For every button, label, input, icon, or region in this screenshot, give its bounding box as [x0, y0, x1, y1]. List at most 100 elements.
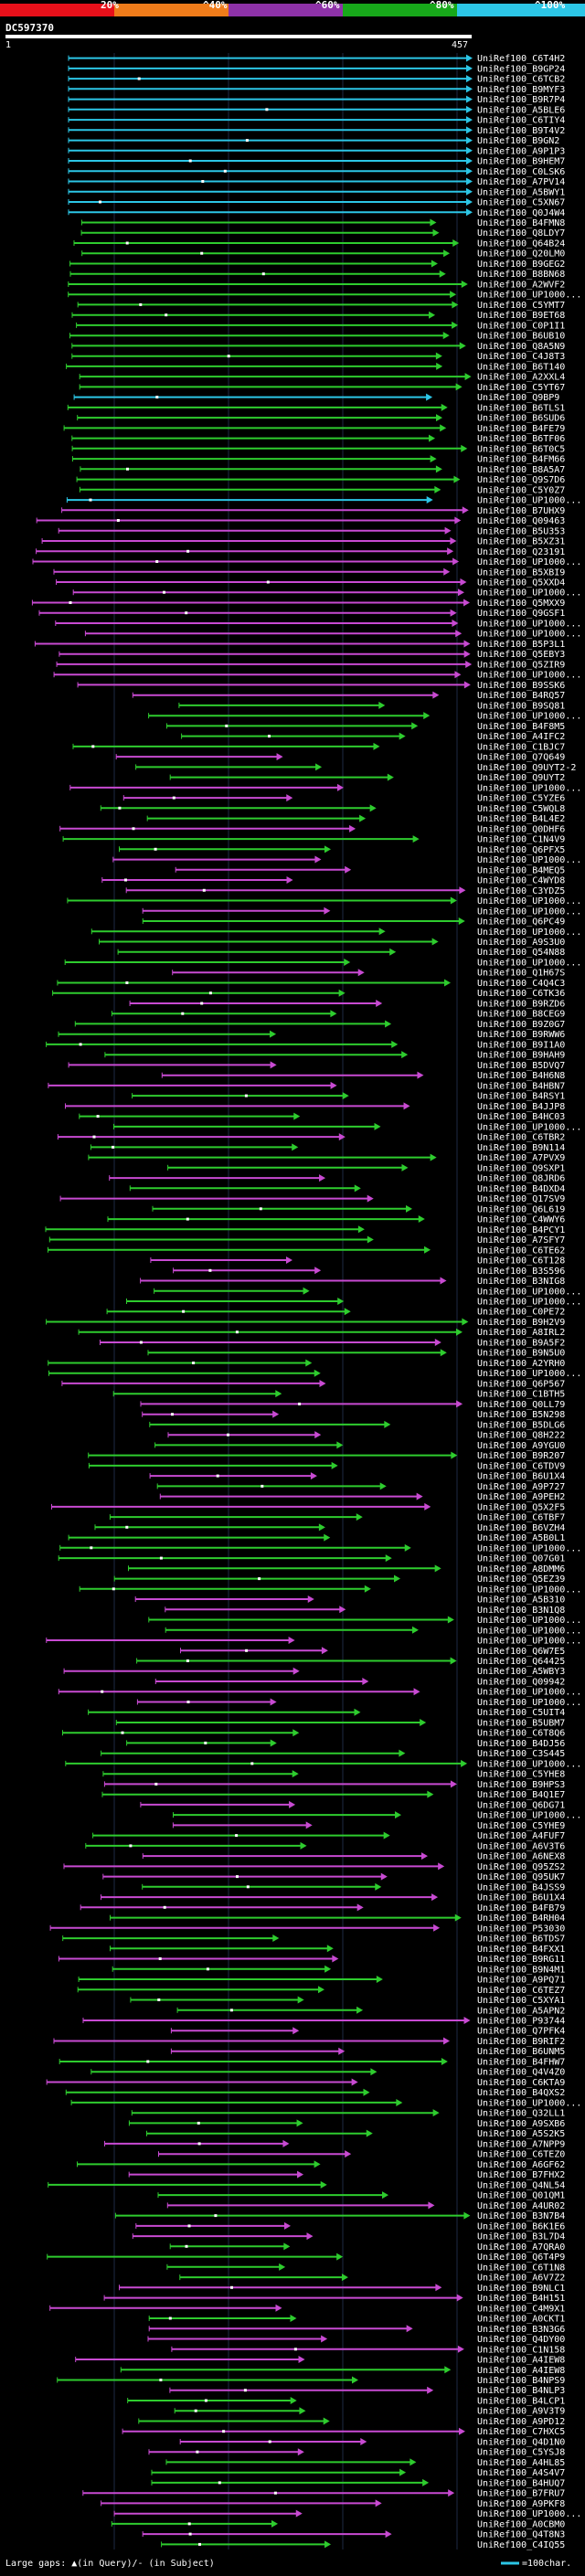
hit-label[interactable]: UniRef100_Q6DG71 [477, 1800, 565, 1810]
hit-row[interactable]: UniRef100_Q64425 [136, 1657, 566, 1667]
hit-label[interactable]: UniRef100_Q17SV9 [477, 1194, 565, 1204]
hit-row[interactable]: UniRef100_Q5EBY3 [58, 650, 565, 660]
hit-label[interactable]: UniRef100_A9V3T9 [477, 2407, 565, 2417]
hit-label[interactable]: UniRef100_C4IQ55 [477, 2540, 565, 2550]
hit-row[interactable]: UniRef100_B4HBN7 [48, 1081, 565, 1091]
hit-row[interactable]: UniRef100_C1BJC7 [72, 742, 565, 752]
hit-label[interactable]: UniRef100_B4LCP1 [477, 2397, 565, 2407]
hit-label[interactable]: UniRef100_C6TEZ0 [477, 2150, 565, 2160]
hit-label[interactable]: UniRef100_B9RWW6 [477, 1030, 565, 1040]
hit-label[interactable]: UniRef100_B6TLS1 [477, 403, 565, 413]
hit-row[interactable]: UniRef100_B7FHX2 [128, 2170, 565, 2180]
hit-label[interactable]: UniRef100_Q09463 [477, 516, 565, 526]
hit-row[interactable]: UniRef100_C5XYA1 [130, 1996, 565, 2006]
hit-label[interactable]: UniRef100_B6UB10 [477, 332, 565, 342]
hit-label[interactable]: UniRef100_B4F8M5 [477, 722, 565, 732]
hit-label[interactable]: UniRef100_B4NPS9 [477, 2376, 565, 2386]
hit-label[interactable]: UniRef100_B9A5F2 [477, 1339, 565, 1349]
hit-label[interactable]: UniRef100_B4RSY1 [477, 1092, 565, 1102]
hit-row[interactable]: UniRef100_Q09942 [154, 1678, 565, 1688]
hit-label[interactable]: UniRef100_B6SUD6 [477, 414, 565, 424]
hit-label[interactable]: UniRef100_B4QXS2 [477, 2088, 565, 2098]
hit-row[interactable]: UniRef100_A8DMM6 [128, 1564, 566, 1574]
hit-row[interactable]: UniRef100_UP1000... [154, 1287, 582, 1297]
hit-label[interactable]: UniRef100_C7HXC5 [477, 2427, 565, 2437]
hit-row[interactable]: UniRef100_C6T4H2 [68, 54, 565, 64]
hit-row[interactable]: UniRef100_B9RG11 [58, 1955, 565, 1965]
hit-row[interactable]: UniRef100_UP1000... [112, 855, 582, 865]
hit-row[interactable]: UniRef100_Q95UK7 [102, 1872, 566, 1882]
hit-label[interactable]: UniRef100_A2WVF2 [477, 281, 565, 291]
hit-row[interactable]: UniRef100_C3S445 [101, 1749, 566, 1759]
hit-row[interactable]: UniRef100_B3N3G6 [148, 2325, 565, 2335]
hit-row[interactable]: UniRef100_B8CEG9 [111, 1010, 565, 1020]
hit-label[interactable]: UniRef100_B5XBI9 [477, 567, 565, 578]
hit-row[interactable]: UniRef100_B9ET68 [71, 311, 565, 321]
hit-label[interactable]: UniRef100_A7SFY7 [477, 1235, 565, 1246]
hit-label[interactable]: UniRef100_A9P727 [477, 1482, 565, 1492]
hit-row[interactable]: UniRef100_UP1000... [48, 1369, 582, 1379]
hit-label[interactable]: UniRef100_B3S596 [477, 1267, 565, 1277]
hit-label[interactable]: UniRef100_A6NEX8 [477, 1852, 565, 1862]
hit-row[interactable]: UniRef100_B9T4V2 [68, 126, 565, 136]
hit-row[interactable]: UniRef100_C5XN67 [68, 198, 565, 208]
hit-row[interactable]: UniRef100_A2WVF2 [68, 281, 566, 291]
hit-label[interactable]: UniRef100_B6U1X4 [477, 1472, 565, 1482]
hit-row[interactable]: UniRef100_A4HL85 [165, 2458, 565, 2468]
hit-row[interactable]: UniRef100_Q17SV9 [59, 1194, 565, 1204]
hit-row[interactable]: UniRef100_B5P3L1 [34, 640, 565, 650]
hit-row[interactable]: UniRef100_B9HPS3 [103, 1780, 565, 1790]
hit-row[interactable]: UniRef100_B6T140 [66, 362, 566, 372]
hit-row[interactable]: UniRef100_Q7PFK4 [170, 2027, 565, 2037]
hit-label[interactable]: UniRef100_Q9GSF1 [477, 609, 565, 619]
hit-label[interactable]: UniRef100_B9N4M1 [477, 1965, 565, 1975]
hit-label[interactable]: UniRef100_B3N3G6 [477, 2325, 565, 2335]
hit-label[interactable]: UniRef100_C4Q4C3 [477, 979, 565, 989]
hit-label[interactable]: UniRef100_B4JSS9 [477, 1882, 565, 1892]
hit-row[interactable]: UniRef100_Q32LL1 [131, 2109, 565, 2119]
hit-row[interactable]: UniRef100_B4H151 [103, 2294, 565, 2304]
hit-row[interactable]: UniRef100_C5YHE9 [172, 1821, 565, 1831]
hit-row[interactable]: UniRef100_Q0DHF6 [59, 824, 566, 834]
hit-label[interactable]: UniRef100_A9PKF8 [477, 2499, 565, 2509]
hit-label[interactable]: UniRef100_UP1000... [477, 1122, 581, 1132]
hit-label[interactable]: UniRef100_B4H6N8 [477, 1071, 565, 1081]
hit-row[interactable]: UniRef100_Q8H222 [167, 1431, 565, 1441]
hit-row[interactable]: UniRef100_B9Z0G7 [74, 1020, 565, 1030]
hit-row[interactable]: UniRef100_B4RQ57 [132, 691, 565, 701]
hit-row[interactable]: UniRef100_C6TCB2 [68, 75, 565, 85]
hit-label[interactable]: UniRef100_P53030 [477, 1924, 565, 1934]
hit-row[interactable]: UniRef100_C6TEZ0 [158, 2150, 566, 2160]
hit-row[interactable]: UniRef100_B4FE79 [63, 424, 565, 434]
hit-row[interactable]: UniRef100_Q9SXP1 [167, 1163, 566, 1173]
hit-label[interactable]: UniRef100_A5B0L1 [477, 1533, 565, 1543]
hit-label[interactable]: UniRef100_UP1000... [477, 1543, 581, 1553]
hit-row[interactable]: UniRef100_Q20LM0 [81, 249, 566, 260]
hit-row[interactable]: UniRef100_B9GP24 [68, 64, 565, 74]
hit-label[interactable]: UniRef100_B4DJ56 [477, 1739, 565, 1749]
hit-label[interactable]: UniRef100_A5APN2 [477, 2006, 565, 2016]
hit-label[interactable]: UniRef100_C6T4H2 [477, 54, 565, 64]
hit-row[interactable]: UniRef100_Q5EZ39 [113, 1574, 565, 1585]
hit-label[interactable]: UniRef100_A8IRL2 [477, 1328, 565, 1338]
hit-label[interactable]: UniRef100_C6TE62 [477, 1246, 565, 1256]
hit-label[interactable]: UniRef100_C4M9X1 [477, 2304, 565, 2314]
hit-row[interactable]: UniRef100_B9SQ81 [178, 701, 565, 711]
hit-label[interactable]: UniRef100_C6TBF7 [477, 1513, 565, 1523]
hit-row[interactable]: UniRef100_B6TLS1 [67, 403, 565, 413]
hit-row[interactable]: UniRef100_C6T128 [150, 1256, 565, 1267]
hit-label[interactable]: UniRef100_Q5EBY3 [477, 650, 565, 660]
hit-label[interactable]: UniRef100_B4HBN7 [477, 1081, 565, 1091]
hit-row[interactable]: UniRef100_B6TF06 [71, 434, 566, 444]
hit-row[interactable]: UniRef100_UP1000... [113, 2509, 581, 2519]
hit-row[interactable]: UniRef100_Q64B24 [73, 239, 565, 249]
hit-row[interactable]: UniRef100_C6TBF7 [109, 1513, 565, 1523]
hit-row[interactable]: UniRef100_B6T0C5 [71, 444, 565, 454]
hit-label[interactable]: UniRef100_B5N298 [477, 1410, 565, 1420]
hit-label[interactable]: UniRef100_C5YSJ8 [477, 2448, 565, 2458]
hit-label[interactable]: UniRef100_B9RZD6 [477, 1000, 565, 1010]
hit-row[interactable]: UniRef100_B9NLC1 [119, 2284, 566, 2294]
hit-label[interactable]: UniRef100_Q6P567 [477, 1379, 565, 1389]
hit-row[interactable]: UniRef100_C4M9X1 [49, 2304, 566, 2314]
hit-row[interactable]: UniRef100_Q9UYT2-2 [135, 763, 577, 773]
